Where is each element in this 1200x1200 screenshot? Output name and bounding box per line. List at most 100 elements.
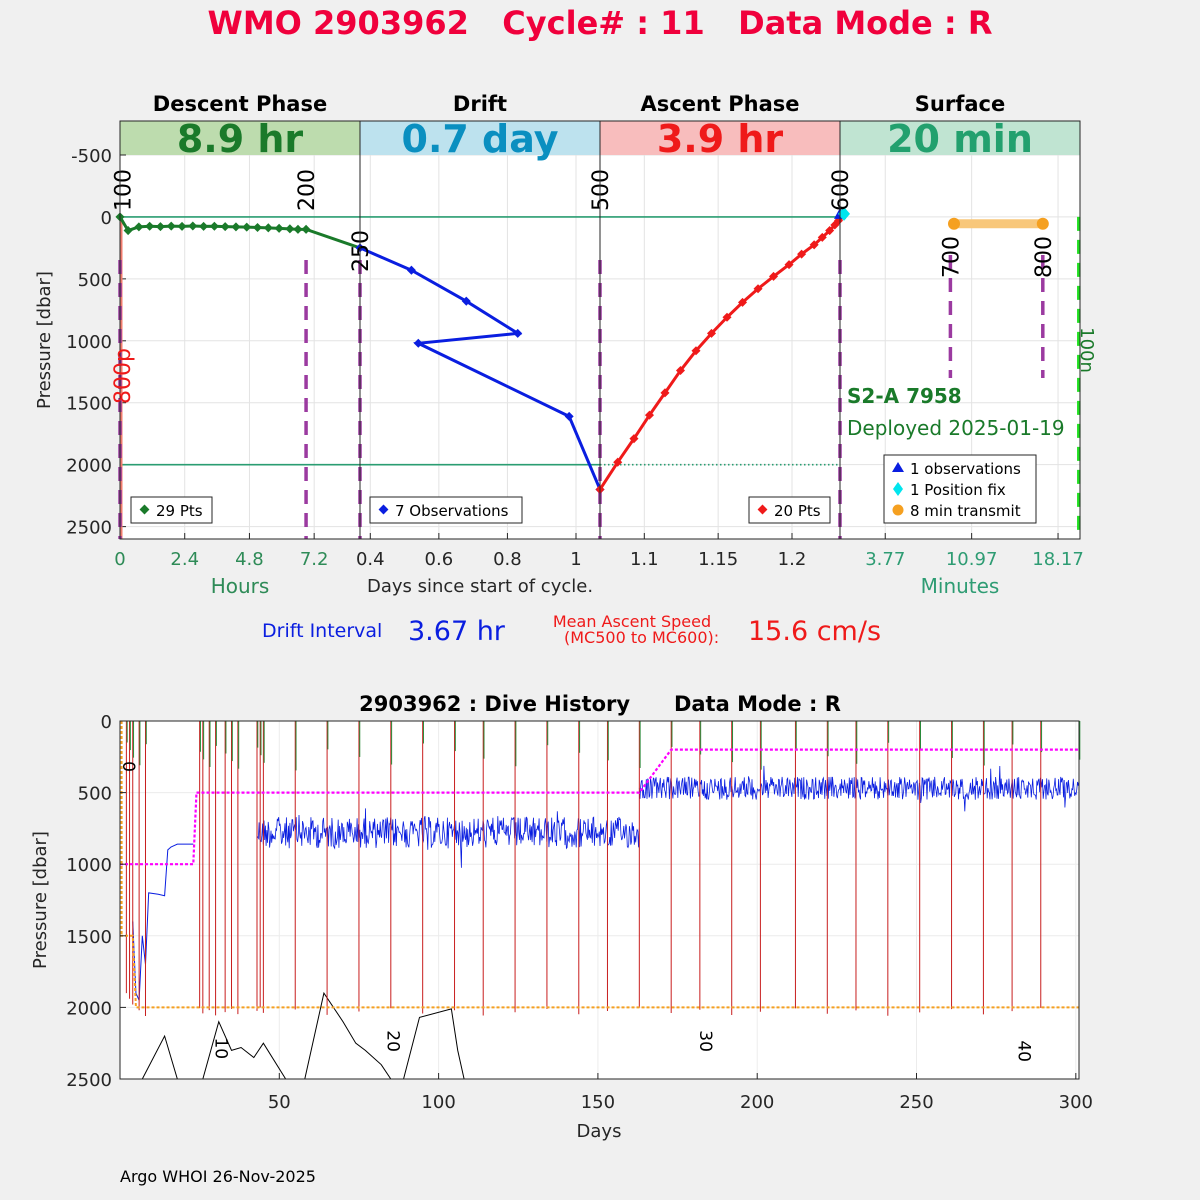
phase-band-0 <box>120 121 360 155</box>
top-y-tick-4: 1500 <box>66 394 112 415</box>
bottom-y-axis-label: Pressure [dbar] <box>30 831 51 969</box>
left-depth-label: 800p <box>111 348 136 404</box>
mc-label-0-0: 100 <box>112 169 137 211</box>
drift-interval-value: 3.67 hr <box>408 616 506 647</box>
phase-dividers <box>359 121 841 539</box>
mc-label-0-1: 200 <box>295 169 320 211</box>
surface-legend: 1 observations 1 Position fix 8 min tran… <box>883 454 1037 524</box>
bottom-y-tick-0: 0 <box>101 712 112 733</box>
top-x-tick-3-0: 3.77 <box>865 549 905 570</box>
bottom-plot-frame <box>119 720 1080 1080</box>
cycle-number-labels: 0 10 20 30 40 <box>118 761 1033 1062</box>
figure-title: WMO 2903962 Cycle# : 11 Data Mode : R <box>208 4 993 42</box>
dive-history-title: 2903962 : Dive History Data Mode : R <box>359 692 841 716</box>
cycle-label-1: 10 <box>211 1037 231 1059</box>
descent-legend: 29 Pts <box>130 496 213 524</box>
cycle-label-2: 20 <box>383 1030 403 1052</box>
drift-legend: 7 Observations <box>369 496 523 524</box>
phase-point-0-16 <box>285 224 295 234</box>
bottom-x-tick-0: 50 <box>268 1092 291 1113</box>
drift-legend-label: 7 Observations <box>395 502 509 520</box>
minutes-axis-label: Minutes <box>921 574 1000 598</box>
top-y-tick-5: 2000 <box>66 456 112 477</box>
ascent-legend: 20 Pts <box>748 496 831 524</box>
surface-legend-item-1: 1 observations <box>910 460 1021 478</box>
early-drift-line <box>132 843 194 1001</box>
phase-point-0-1 <box>123 226 133 236</box>
phase-duration-1: 0.7 day <box>402 117 559 161</box>
deployed-date: Deployed 2025-01-19 <box>847 416 1065 440</box>
phase-band-2 <box>600 121 840 155</box>
hours-axis-label: Hours <box>211 574 270 598</box>
phase-point-0-4 <box>155 222 165 232</box>
top-y-tick-3: 1000 <box>66 332 112 353</box>
bottom-y-tick-5: 2500 <box>66 1070 112 1091</box>
top-x-tick-3-2: 18.17 <box>1032 549 1084 570</box>
ascent-speed-value: 15.6 cm/s <box>748 616 881 647</box>
phase-point-0-2 <box>134 222 144 232</box>
phase-point-0-8 <box>199 221 209 231</box>
phase-band-3 <box>840 121 1080 155</box>
phase-point-2-13 <box>797 249 807 259</box>
bottom-series <box>120 721 1081 1080</box>
phase-point-2-4 <box>660 388 670 398</box>
phase-point-2-3 <box>644 410 655 420</box>
bottom-y-tick-4: 2000 <box>66 998 112 1019</box>
bottom-x-tick-2: 150 <box>581 1092 615 1113</box>
transmit-end-point <box>1036 217 1049 230</box>
phase-point-2-6 <box>691 346 701 356</box>
ascent-speed-label-2: (MC500 to MC600): <box>564 628 719 647</box>
phase-duration-0: 8.9 hr <box>177 117 304 161</box>
mc-label-1-1: 500 <box>589 169 614 211</box>
bottom-x-tick-1: 100 <box>421 1092 455 1113</box>
phase-point-0-13 <box>253 222 263 232</box>
phase-title-3: Surface <box>915 92 1005 116</box>
bottom-x-tick-3: 200 <box>740 1092 774 1113</box>
ascent-speed-label-1: Mean Ascent Speed <box>553 612 711 631</box>
top-x-ticks: 0 2.4 4.8 7.2 0.4 0.6 0.8 1 1.1 1.15 1.2 3.77 10.97 1… <box>114 533 1084 570</box>
drift-noise-1 <box>638 765 1080 812</box>
bottom-x-axis-label: Days <box>577 1121 622 1142</box>
cycle-label-4: 40 <box>1013 1040 1033 1062</box>
phase-duration-2: 3.9 hr <box>657 117 784 161</box>
stats: Drift Interval 3.67 hr Mean Ascent Speed… <box>262 612 881 647</box>
descent-legend-label: 29 Pts <box>156 502 203 520</box>
cycle-label-3: 30 <box>695 1030 715 1052</box>
transmit-start-point <box>948 217 960 230</box>
surface-legend-item-3: 8 min transmit <box>910 502 1021 520</box>
top-y-tick-0: -500 <box>71 146 112 167</box>
mc-label-1-0: 250 <box>349 230 374 272</box>
top-x-axis-label: Days since start of cycle. <box>367 576 593 597</box>
top-x-tick-0-0: 0 <box>114 549 125 570</box>
mission-marker-labels: 100 200 250 500 600 700 800 100n <box>112 169 1097 373</box>
bottom-plot-area <box>120 721 1079 1079</box>
ascent-legend-label: 20 Pts <box>774 502 821 520</box>
top-x-tick-3-1: 10.97 <box>946 549 998 570</box>
bottom-y-tick-3: 1500 <box>66 927 112 948</box>
top-x-tick-2-0: 1.1 <box>630 549 659 570</box>
park-depth-line <box>120 748 1079 866</box>
drift-interval-label: Drift Interval <box>262 620 382 642</box>
mc-label-3-0: 700 <box>939 236 964 278</box>
cycle-label-0: 0 <box>118 761 138 772</box>
phase-point-2-12 <box>784 260 794 270</box>
dive-history-chart: 2903962 : Dive History Data Mode : R 0 10… <box>30 692 1093 1142</box>
phase-title-1: Drift <box>453 92 507 116</box>
top-y-tick-2: 500 <box>78 270 112 291</box>
float-id: S2-A 7958 <box>847 384 962 408</box>
phase-point-0-7 <box>188 221 198 231</box>
top-y-ticks: -500 0 500 1000 1500 2000 2500 <box>66 146 126 539</box>
bottom-x-tick-5: 300 <box>1059 1092 1093 1113</box>
top-y-tick-1: 0 <box>101 208 112 229</box>
top-x-tick-2-1: 1.15 <box>698 549 738 570</box>
phase-band-1 <box>360 121 600 155</box>
surface-legend-item-2: 1 Position fix <box>910 481 1006 499</box>
phase-point-2-10 <box>753 284 763 294</box>
mc-label-2-0: 600 <box>829 169 854 211</box>
top-x-tick-1-2: 0.8 <box>493 549 522 570</box>
phase-title-0: Descent Phase <box>153 92 327 116</box>
footer-credit: Argo WHOI 26-Nov-2025 <box>120 1167 316 1186</box>
